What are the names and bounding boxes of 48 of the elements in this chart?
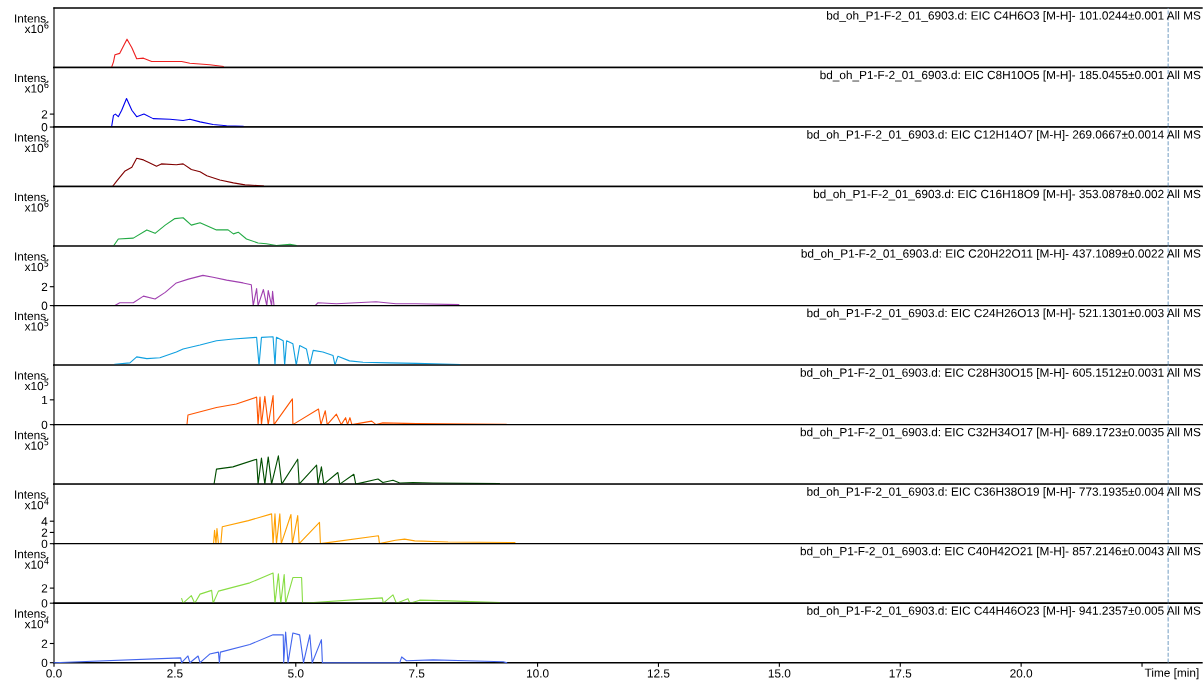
x-tick-label: 12.5 [647,669,670,678]
y-tick-label: 0 [41,420,48,430]
y-axis-title: Intens. x10$^{5}$ [15,252,49,272]
x-tick-label: 7.5 [409,669,425,678]
y-tick-label: 0 [41,539,48,549]
y-axis-title: Intens. x10$^{6}$ [15,133,49,153]
y-axis-title: Intens. x10$^{6}$ [15,73,49,93]
chart-title: bd_oh_P1-F-2_01_6903.d: EIC C32H34O17 [M-H]- 689.1723±0.0035 All MS [800,427,1201,439]
line-series [213,513,516,545]
x-tick-label: 2.5 [167,669,183,678]
x-tick-label: 0.0 [46,669,62,678]
y-tick-label: 0 [41,123,48,132]
y-tick-label: 2 [41,110,48,119]
y-tick-label: 4 [41,517,48,526]
y-axis-title: Intens. x10$^{5}$ [15,431,49,450]
x-tick-label: 17.5 [889,669,912,678]
x-axis-title: Time [min] [1144,668,1199,680]
y-tick-label: 0 [41,301,48,310]
chart-title: bd_oh_P1-F-2_01_6903.d: EIC C4H6O3 [M-H]- 101.0244±0.001 All MS [827,10,1201,22]
y-axis-title: Intens. x10$^{6}$ [15,14,49,34]
chart-title: bd_oh_P1-F-2_01_6903.d: EIC C16H18O9 [M-H]- 353.0878±0.002 All MS [813,189,1201,201]
chart-title: bd_oh_P1-F-2_01_6903.d: EIC C8H10O5 [M-H]- 185.0455±0.001 All MS [820,70,1201,82]
y-axis-title: Intens. x10$^{4}$ [15,550,49,569]
x-tick-label: 15.0 [768,669,791,678]
y-tick-label: 1 [42,395,48,405]
y-axis-title: Intens. x10$^{4}$ [15,609,49,629]
y-tick-label: 2 [41,584,48,593]
x-tick-label: 5.0 [288,669,304,678]
chart-title: bd_oh_P1-F-2_01_6903.d: EIC C40H42O21 [M-H]- 857.2146±0.0043 All MS [800,546,1201,558]
chart-title: bd_oh_P1-F-2_01_6903.d: EIC C36H38O19 [M-H]- 773.1935±0.004 All MS [807,487,1201,499]
y-tick-label: 0 [41,599,48,608]
y-axis-title: Intens. x10$^{5}$ [15,311,49,331]
y-tick-label: 2 [41,528,48,537]
y-tick-label: 2 [41,282,48,291]
x-tick-label: 20.0 [1010,669,1033,678]
y-axis-title: Intens. x10$^{6}$ [15,192,49,212]
y-tick-label: 0 [41,658,48,668]
line-series [114,274,460,307]
line-series [53,631,508,664]
chart-title: bd_oh_P1-F-2_01_6903.d: EIC C24H26O13 [M-H]- 521.1301±0.003 All MS [807,308,1201,320]
chart-title: bd_oh_P1-F-2_01_6903.d: EIC C44H46O23 [M-H]- 941.2357±0.005 All MS [807,606,1201,618]
y-axis-title: Intens. x10$^{4}$ [15,490,49,510]
chart-title: bd_oh_P1-F-2_01_6903.d: EIC C12H14O7 [M-H]- 269.0667±0.0014 All MS [807,130,1201,142]
x-tick-label: 10.0 [526,669,549,678]
chart-title: bd_oh_P1-F-2_01_6903.d: EIC C28H30O15 [M-H]- 605.1512±0.0031 All MS [800,368,1201,380]
chart-title: bd_oh_P1-F-2_01_6903.d: EIC C20H22O11 [M-H]- 437.1089±0.0022 All MS [801,249,1201,261]
y-axis-title: Intens. x10$^{5}$ [15,371,49,391]
y-tick-label: 2 [41,639,48,648]
